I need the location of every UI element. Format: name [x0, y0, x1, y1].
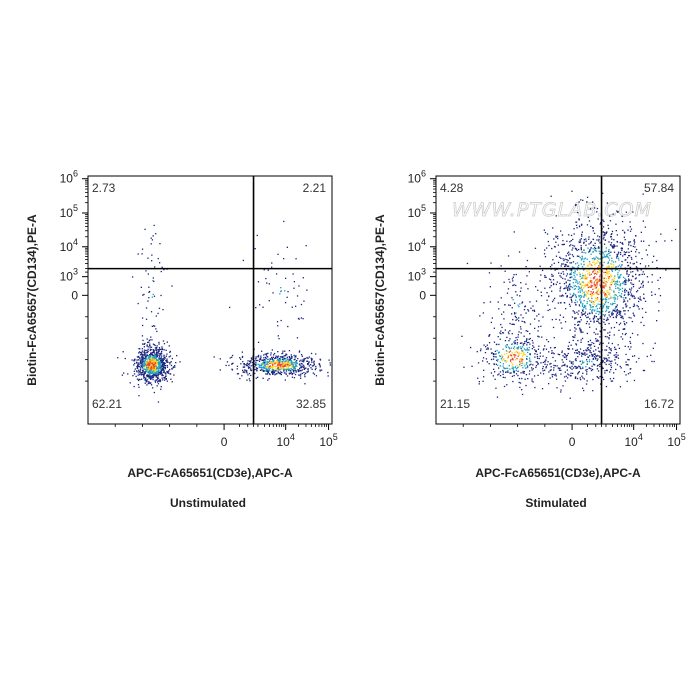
x-tick-label: 104 — [624, 432, 642, 449]
y-tick-label: 103 — [408, 267, 426, 284]
event-dots — [117, 220, 331, 403]
y-tick-label: 104 — [408, 237, 426, 254]
plot-caption: Stimulated — [525, 496, 586, 510]
quadrant-upper-right-percent: 57.84 — [644, 181, 674, 195]
x-tick-label: 104 — [276, 432, 294, 449]
x-axis-title: APC-FcA65651(CD3e),APC-A — [127, 466, 293, 480]
event-dots — [461, 190, 677, 399]
y-tick-label: 106 — [408, 169, 426, 186]
plot-2: WWW.PTGLAB.COM 4.28 57.84 21.15 16.72 0 104 105… — [373, 169, 686, 510]
y-tick-label: 0 — [419, 288, 426, 302]
quadrant-upper-left-percent: 4.28 — [440, 181, 464, 195]
plot-frame — [87, 175, 333, 425]
x-tick-label: 105 — [667, 432, 685, 449]
y-tick-label: 0 — [71, 288, 78, 302]
plot-1: 2.73 2.21 62.21 32.85 0 104 105 0 103 104 105 106 AP… — [25, 169, 338, 510]
y-tick-label: 104 — [60, 237, 78, 254]
quadrant-lower-left-percent: 62.21 — [92, 397, 122, 411]
x-tick-label: 0 — [221, 435, 228, 449]
plot-frame — [435, 175, 681, 425]
y-tick-label: 105 — [408, 203, 426, 220]
y-axis-title: Biotin-FcA65657(CD134),PE-A — [373, 214, 387, 386]
plot-caption: Unstimulated — [170, 496, 246, 510]
quadrant-lower-right-percent: 32.85 — [296, 397, 326, 411]
quadrant-upper-left-percent: 2.73 — [92, 181, 116, 195]
quadrant-upper-right-percent: 2.21 — [303, 181, 327, 195]
quadrant-lower-right-percent: 16.72 — [644, 397, 674, 411]
x-tick-label: 0 — [569, 435, 576, 449]
quadrant-lower-left-percent: 21.15 — [440, 397, 470, 411]
y-tick-label: 106 — [60, 169, 78, 186]
y-tick-label: 103 — [60, 267, 78, 284]
y-axis-title: Biotin-FcA65657(CD134),PE-A — [25, 214, 39, 386]
y-tick-label: 105 — [60, 203, 78, 220]
x-axis-title: APC-FcA65651(CD3e),APC-A — [475, 466, 641, 480]
x-tick-label: 105 — [319, 432, 337, 449]
watermark-text: WWW.PTGLAB.COM — [452, 199, 652, 221]
